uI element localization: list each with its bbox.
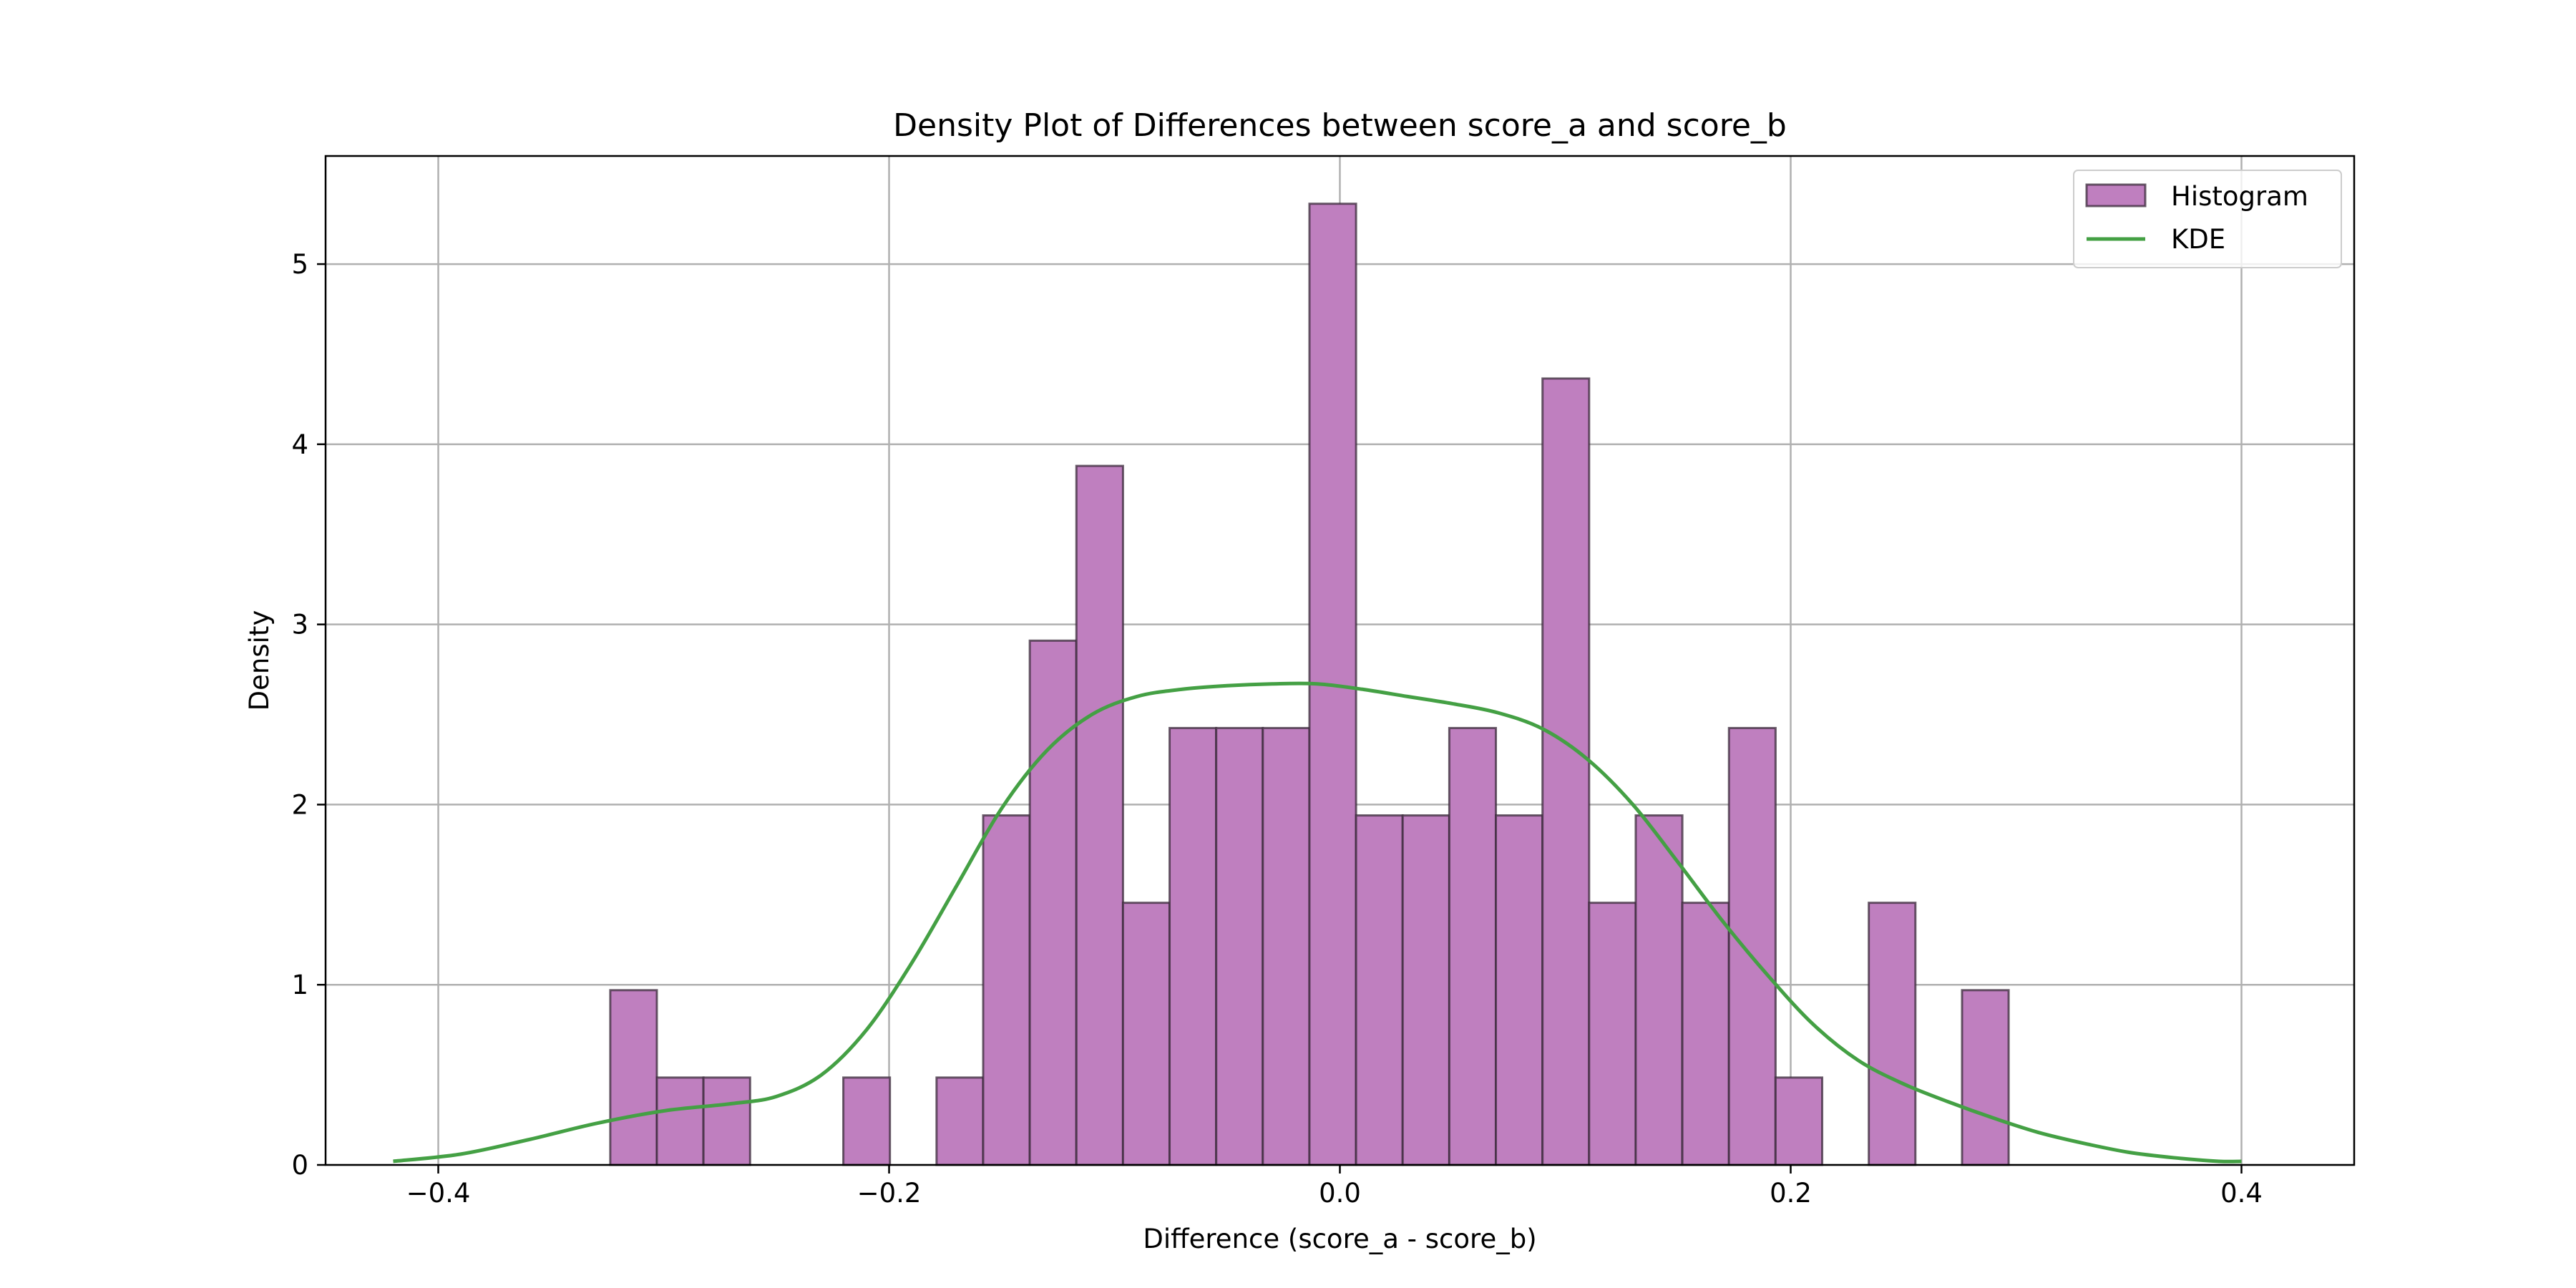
y-tick-label: 3 xyxy=(291,610,308,640)
histogram-bar xyxy=(935,1076,985,1166)
histogram-bar xyxy=(1448,726,1498,1166)
histogram-bar xyxy=(1634,814,1684,1166)
chart-title: Density Plot of Differences between scor… xyxy=(893,107,1787,144)
histogram-bar xyxy=(1495,814,1544,1166)
histogram-bar xyxy=(1262,726,1311,1166)
y-tick-label: 5 xyxy=(291,249,308,280)
histogram-bar xyxy=(1169,726,1218,1166)
x-tick-label: 0.0 xyxy=(1319,1178,1361,1209)
histogram-bar xyxy=(1028,639,1078,1166)
histogram-bar xyxy=(1868,902,1917,1166)
histogram-bar xyxy=(1727,726,1777,1166)
x-tick-label: −0.2 xyxy=(857,1178,922,1209)
axis-ticks: −0.4 −0.2 0.0 0.2 0.4 0 1 2 3 4 5 xyxy=(291,249,2262,1209)
histogram-bar xyxy=(1355,814,1404,1166)
y-tick-label: 2 xyxy=(291,789,308,820)
histogram-bar xyxy=(1588,902,1637,1166)
histogram-bar xyxy=(982,814,1031,1166)
histogram-bar xyxy=(1774,1076,1824,1166)
x-tick-label: 0.4 xyxy=(2220,1178,2263,1209)
x-tick-label: 0.2 xyxy=(1770,1178,1812,1209)
histogram-bar xyxy=(609,989,658,1166)
histogram-bar xyxy=(1541,377,1591,1166)
histogram-bar xyxy=(655,1076,705,1166)
x-axis-label: Difference (score_a - score_b) xyxy=(1143,1224,1536,1254)
legend-kde-label: KDE xyxy=(2171,224,2225,255)
legend: Histogram KDE xyxy=(2073,170,2342,268)
histogram-bar xyxy=(842,1076,892,1166)
histogram-bar xyxy=(1401,814,1450,1166)
legend-histogram-swatch xyxy=(2085,183,2147,208)
kde-line xyxy=(393,681,2242,1163)
x-tick-label: −0.4 xyxy=(406,1178,471,1209)
y-axis-label: Density xyxy=(244,610,275,711)
histogram-bar xyxy=(1121,902,1171,1166)
histogram-bar xyxy=(1681,902,1730,1166)
y-tick-label: 4 xyxy=(291,429,308,460)
kde-curve xyxy=(393,681,2242,1163)
histogram-bars xyxy=(609,203,2010,1166)
histogram-bar xyxy=(1961,989,2010,1166)
y-tick-label: 1 xyxy=(291,970,308,1000)
y-tick-label: 0 xyxy=(291,1150,308,1181)
histogram-bar xyxy=(1215,726,1264,1166)
legend-histogram-label: Histogram xyxy=(2171,181,2308,212)
histogram-bar xyxy=(702,1076,751,1166)
histogram-bar xyxy=(1075,464,1124,1166)
